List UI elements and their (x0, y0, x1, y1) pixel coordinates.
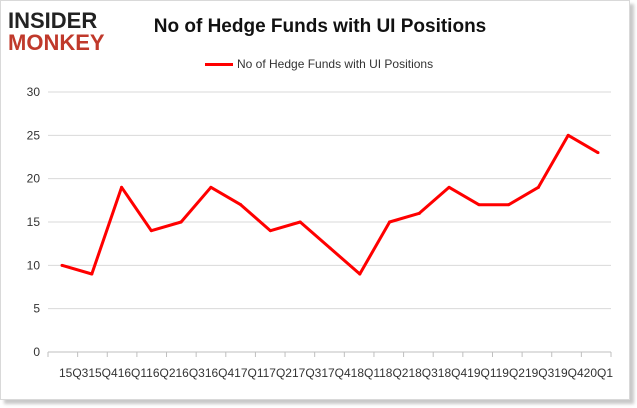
data-point-17Q2 (268, 229, 272, 233)
data-point-19Q2 (507, 203, 511, 207)
data-point-18Q4 (447, 185, 451, 189)
y-axis-ticks: 0 5 10 15 20 25 30 (27, 85, 41, 359)
data-point-19Q4 (566, 133, 570, 137)
chart-title: No of Hedge Funds with UI Positions (153, 16, 487, 37)
y-tick-label-5: 5 (33, 302, 40, 316)
data-point-19Q3 (536, 185, 540, 189)
series-line-0 (61, 133, 599, 276)
y-tick-label-10: 10 (27, 258, 41, 272)
data-point-17Q1 (239, 203, 243, 207)
legend-label: No of Hedge Funds with UI Positions (237, 57, 434, 71)
data-point-18Q3 (417, 211, 421, 215)
logo-line-2: MONKEY (8, 30, 105, 55)
data-point-15Q3 (60, 263, 64, 267)
y-tick-label-25: 25 (27, 128, 41, 142)
data-point-20Q1 (596, 151, 600, 155)
y-tick-label-30: 30 (27, 85, 41, 99)
axes (47, 351, 612, 357)
legend-swatch (205, 62, 233, 66)
data-point-19Q1 (477, 203, 481, 207)
y-tick-label-15: 15 (27, 215, 41, 229)
chart-legend: No of Hedge Funds with UI Positions (205, 57, 433, 71)
y-tick-label-20: 20 (27, 172, 41, 186)
y-tick-label-0: 0 (33, 345, 40, 359)
data-point-18Q1 (358, 272, 362, 276)
insider-monkey-logo: INSIDER MONKEY (8, 8, 118, 58)
data-point-15Q4 (90, 272, 94, 276)
x-axis-tick-labels: 15Q315Q416Q116Q216Q316Q417Q117Q217Q317Q4… (59, 366, 613, 380)
data-point-16Q2 (149, 229, 153, 233)
series-layer (60, 133, 600, 276)
logo-line-1: INSIDER (8, 8, 98, 33)
chart-frame (0, 0, 630, 400)
data-point-18Q2 (388, 220, 392, 224)
grid-lines (48, 91, 611, 310)
data-point-16Q4 (209, 185, 213, 189)
data-point-17Q4 (328, 246, 332, 250)
data-point-17Q3 (298, 220, 302, 224)
data-point-16Q1 (120, 185, 124, 189)
data-point-16Q3 (179, 220, 183, 224)
